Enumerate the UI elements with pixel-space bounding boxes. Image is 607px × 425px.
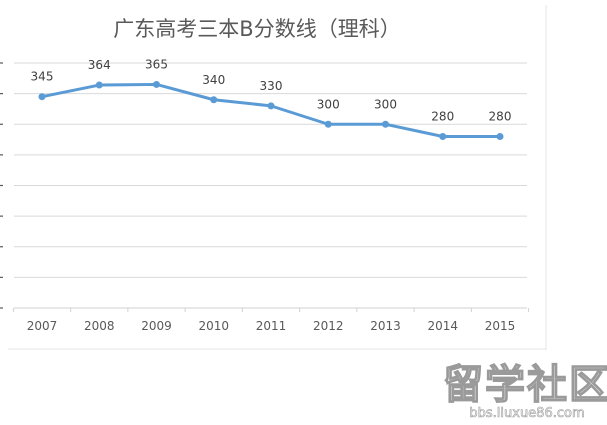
data-point bbox=[496, 133, 504, 140]
watermark-text: 留学社区 bbox=[443, 362, 607, 408]
chart-title: 广东高考三本B分数线（理科） bbox=[113, 17, 400, 41]
data-label: 300 bbox=[374, 97, 397, 111]
data-point bbox=[38, 93, 46, 101]
y-axis-ticks bbox=[0, 62, 3, 309]
data-label: 300 bbox=[317, 97, 340, 111]
data-point bbox=[95, 81, 103, 89]
data-labels: 345 364 365 340 330 300 300 280 280 bbox=[31, 57, 512, 123]
x-tick-label: 2007 bbox=[27, 319, 58, 333]
data-point bbox=[210, 96, 218, 104]
data-label: 364 bbox=[88, 58, 111, 72]
data-label: 280 bbox=[489, 110, 512, 124]
data-point bbox=[267, 102, 275, 110]
data-label: 345 bbox=[31, 70, 54, 84]
series-points bbox=[38, 80, 504, 140]
x-tick-label: 2013 bbox=[370, 319, 401, 333]
data-label: 365 bbox=[145, 57, 168, 71]
data-point bbox=[153, 80, 160, 88]
x-axis: 2007 2008 2009 2010 2011 2012 2013 2014 2015 bbox=[12, 308, 530, 333]
x-tick-label: 2012 bbox=[313, 319, 344, 333]
data-point bbox=[324, 120, 332, 128]
x-tick-label: 2008 bbox=[84, 319, 115, 333]
x-tick-label: 2015 bbox=[485, 319, 516, 333]
data-point bbox=[382, 120, 389, 128]
data-label: 340 bbox=[202, 73, 225, 87]
x-tick-label: 2009 bbox=[141, 319, 172, 333]
watermark-url: bbs.liuxue86.com bbox=[469, 406, 584, 421]
data-point bbox=[439, 133, 447, 140]
gridlines bbox=[14, 62, 527, 309]
x-tick-label: 2011 bbox=[256, 319, 287, 333]
x-tick-label: 2014 bbox=[427, 319, 458, 333]
data-label: 280 bbox=[431, 110, 454, 124]
data-label: 330 bbox=[260, 79, 283, 93]
x-tick-label: 2010 bbox=[198, 319, 229, 333]
watermark-logo: 留学社区 bbs.liuxue86.com bbox=[442, 361, 607, 421]
